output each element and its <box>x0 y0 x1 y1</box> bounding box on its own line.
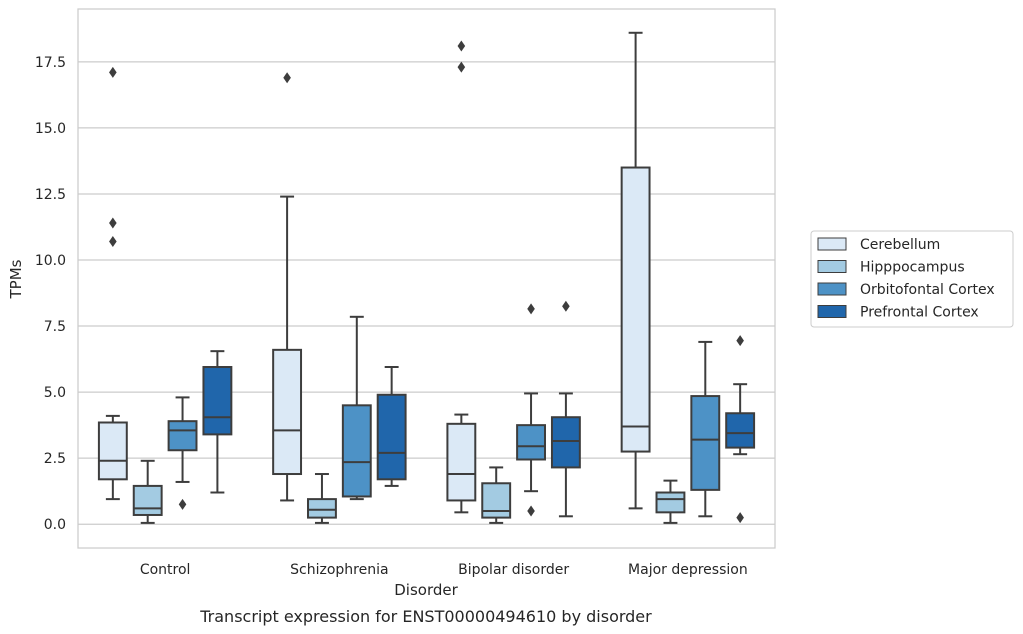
legend-swatch <box>817 282 847 296</box>
y-tick-label: 10.0 <box>35 253 66 269</box>
box-hipppocampus-control <box>132 459 163 524</box>
box-body <box>341 404 372 498</box>
legend-frame <box>810 230 1014 328</box>
box-body <box>620 166 651 453</box>
box-body <box>516 424 546 461</box>
x-tick-label: Schizophrenia <box>290 562 388 578</box>
box-body <box>202 366 233 436</box>
y-tick-label: 2.5 <box>44 451 66 467</box>
outlier-point <box>283 72 291 84</box>
y-tick-label: 0.0 <box>44 517 66 533</box>
x-tick-labels: Control Schizophrenia Bipolar disorder Majo… <box>140 562 748 578</box>
legend-swatch <box>817 260 847 273</box>
box-body <box>725 412 756 449</box>
outlier-point <box>527 505 535 517</box>
box-body <box>167 420 198 452</box>
y-tick-labels: 0.0 2.5 5.0 7.5 10.0 12.5 15.0 17.5 <box>35 55 66 533</box>
legend-label: Hipppocampus <box>860 260 965 276</box>
box-orbitofontal-cortex-major-depression <box>690 340 721 518</box>
box-orbitofontal-cortex-control <box>167 396 198 510</box>
box-body <box>132 484 163 516</box>
chart-caption: Transcript expression for ENST0000049461… <box>199 607 652 626</box>
box-body <box>272 348 303 476</box>
x-tick-label: Control <box>140 562 191 578</box>
box-body <box>307 498 337 519</box>
outlier-point <box>457 40 466 52</box>
outlier-point <box>109 66 117 78</box>
x-tick-label: Major depression <box>628 562 748 578</box>
box-body <box>655 491 686 514</box>
box-cerebellum-control <box>97 66 128 501</box>
box-orbitofontal-cortex-schizophrenia <box>341 315 372 501</box>
y-tick-label: 17.5 <box>35 55 66 71</box>
outlier-point <box>562 300 570 312</box>
grid-lines <box>78 61 775 525</box>
box-body <box>690 395 721 491</box>
box-cerebellum-bipolar-disorder <box>446 40 477 514</box>
box-prefrontal-cortex-control <box>202 350 233 494</box>
box-hipppocampus-schizophrenia <box>307 473 337 524</box>
box-body <box>97 421 128 481</box>
box-body <box>481 482 512 519</box>
outlier-point <box>109 217 117 229</box>
outlier-point <box>527 303 535 315</box>
legend-label: Prefrontal Cortex <box>860 305 979 321</box>
outlier-point <box>736 512 744 524</box>
box-prefrontal-cortex-bipolar-disorder <box>550 300 581 518</box>
box-cerebellum-schizophrenia <box>272 72 303 502</box>
legend: Cerebellum Hipppocampus Orbitofontal Corte… <box>810 230 1014 328</box>
box-plots <box>97 31 756 524</box>
box-cerebellum-major-depression <box>620 31 651 510</box>
box-body <box>446 422 477 502</box>
legend-label: Orbitofontal Cortex <box>860 282 995 298</box>
box-prefrontal-cortex-major-depression <box>725 335 756 524</box>
plot-frame <box>77 8 776 549</box>
y-axis-title: TPMs <box>7 259 25 299</box>
outlier-point <box>457 61 466 73</box>
y-tick-label: 15.0 <box>35 121 66 137</box>
y-tick-label: 12.5 <box>35 187 66 203</box>
outlier-point <box>178 498 187 510</box>
box-hipppocampus-bipolar-disorder <box>481 466 512 524</box>
y-tick-label: 7.5 <box>44 319 66 335</box>
outlier-point <box>736 335 744 347</box>
box-hipppocampus-major-depression <box>655 479 686 524</box>
y-tick-label: 5.0 <box>44 385 66 401</box>
x-axis-title: Disorder <box>394 581 458 599</box>
outlier-point <box>109 236 117 248</box>
box-prefrontal-cortex-schizophrenia <box>376 366 407 487</box>
legend-swatch <box>817 237 847 251</box>
box-body <box>550 416 581 469</box>
box-orbitofontal-cortex-bipolar-disorder <box>516 303 546 517</box>
legend-swatch <box>817 305 847 318</box>
box-body <box>376 393 407 481</box>
legend-label: Cerebellum <box>860 237 940 253</box>
x-tick-label: Bipolar disorder <box>458 562 569 578</box>
